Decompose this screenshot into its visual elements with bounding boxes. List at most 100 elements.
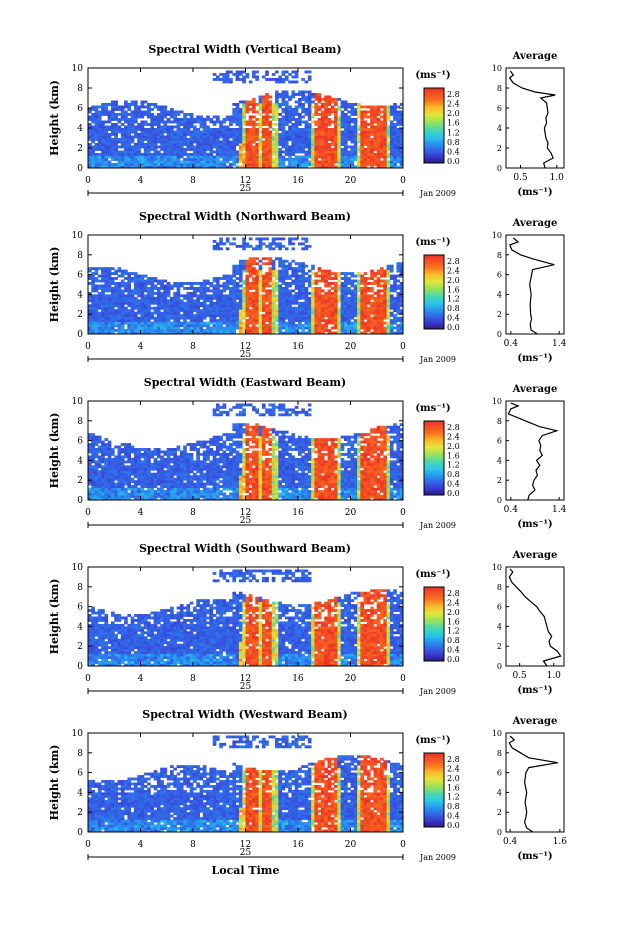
heatmap-cell [219, 311, 223, 315]
heatmap-cell [357, 299, 361, 303]
heatmap-cell [176, 286, 181, 290]
heatmap-cell [166, 135, 171, 139]
heatmap-cell [298, 326, 302, 330]
heatmap-cell [166, 128, 171, 131]
heatmap-cell [120, 153, 125, 156]
heatmap-cell [360, 145, 365, 149]
heatmap-cell [275, 90, 279, 94]
heatmap-cell [91, 467, 95, 471]
heatmap-cell [88, 299, 92, 303]
heatmap-cell [170, 148, 174, 151]
heatmap-cell [232, 286, 237, 290]
profile-title: Average [512, 51, 558, 62]
heatmap-cell [245, 289, 250, 293]
heatmap-cell [88, 495, 92, 498]
heatmap-cell [114, 289, 118, 293]
heatmap-cell [386, 301, 391, 305]
heatmap-cell [301, 326, 305, 330]
heatmap-cell [140, 284, 145, 288]
heatmap-cell [370, 304, 374, 308]
heatmap-cell [363, 289, 368, 293]
heatmap-cell [238, 316, 243, 320]
heatmap-cell [127, 314, 132, 318]
heatmap-cell [340, 133, 345, 136]
heatmap-cell [163, 108, 168, 111]
heatmap-cell [245, 128, 250, 131]
heatmap-cell [88, 306, 92, 310]
heatmap-cell [153, 135, 158, 139]
heatmap-cell [160, 140, 164, 144]
heatmap-cell [101, 279, 105, 283]
heatmap-cell [363, 329, 368, 332]
heatmap-cell [255, 296, 260, 300]
heatmap-cell [202, 128, 207, 131]
heatmap-cell [107, 477, 112, 481]
heatmap-cell [114, 485, 118, 489]
heatmap-cell [268, 316, 273, 320]
heatmap-cell [186, 118, 191, 121]
heatmap-cell [101, 133, 105, 136]
heatmap-cell [248, 291, 253, 295]
heatmap-cell [91, 460, 95, 464]
heatmap-cell [160, 135, 164, 139]
heatmap-cell [229, 329, 233, 332]
heatmap-cell [196, 326, 200, 330]
heatmap-cell [225, 299, 230, 303]
colorbar-segment [424, 131, 444, 134]
heatmap-cell [120, 324, 125, 327]
heatmap-cell [324, 319, 328, 323]
heatmap-cell [357, 311, 361, 315]
heatmap-cell [252, 163, 256, 166]
heatmap-cell [324, 143, 328, 146]
heatmap-cell [330, 143, 335, 146]
heatmap-cell [91, 160, 95, 164]
heatmap-cell [107, 480, 112, 484]
heatmap-cell [215, 78, 220, 81]
heatmap-cell [304, 247, 309, 251]
heatmap-cell [324, 140, 328, 144]
heatmap-cell [245, 133, 250, 136]
heatmap-cell [117, 289, 122, 293]
heatmap-cell [252, 294, 256, 298]
heatmap-cell [350, 282, 355, 285]
heatmap-cell [232, 329, 237, 332]
heatmap-cell [147, 299, 151, 303]
heatmap-cell [252, 331, 256, 335]
heatmap-cell [156, 306, 161, 310]
heatmap-cell [219, 331, 223, 335]
heatmap-cell [271, 143, 276, 146]
heatmap-cell [114, 304, 118, 308]
heatmap-cell [160, 118, 164, 121]
heatmap-cell [373, 140, 378, 144]
heatmap-cell [373, 133, 378, 136]
heatmap-cell [127, 125, 132, 129]
profile-y-tick-label: 4 [497, 124, 502, 133]
heatmap-cell [288, 304, 292, 308]
heatmap-cell [301, 274, 305, 278]
heatmap-cell [130, 110, 135, 114]
heatmap-cell [153, 316, 158, 320]
heatmap-cell [242, 321, 246, 325]
heatmap-cell [153, 277, 158, 280]
heatmap-cell [366, 140, 371, 144]
heatmap-cell [370, 155, 374, 159]
heatmap-cell [373, 324, 378, 327]
heatmap-cell [370, 286, 374, 290]
heatmap-cell [202, 284, 207, 288]
heatmap-cell [370, 148, 374, 151]
heatmap-cell [133, 130, 138, 134]
heatmap-cell [304, 279, 309, 283]
heatmap-cell [393, 326, 397, 330]
heatmap-cell [94, 475, 99, 479]
heatmap-cell [88, 462, 92, 466]
heatmap-cell [383, 160, 387, 164]
heatmap-cell [140, 301, 145, 305]
heatmap-cell [94, 299, 99, 303]
heatmap-cell [202, 306, 207, 310]
heatmap-cell [311, 264, 315, 268]
heatmap-cell [117, 319, 122, 323]
heatmap-cell [163, 306, 168, 310]
heatmap-cell [245, 130, 250, 134]
heatmap-cell [265, 272, 269, 276]
heatmap-cell [219, 165, 223, 169]
